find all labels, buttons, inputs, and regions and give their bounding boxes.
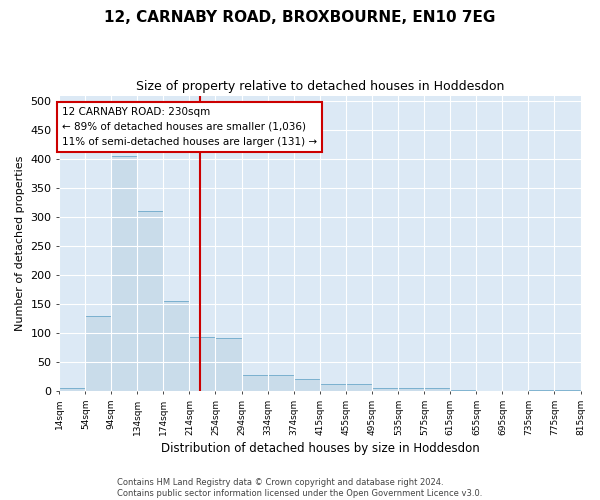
Bar	[242, 375, 268, 391]
Text: Contains HM Land Registry data © Crown copyright and database right 2024.
Contai: Contains HM Land Registry data © Crown c…	[118, 478, 482, 498]
Text: 12, CARNABY ROAD, BROXBOURNE, EN10 7EG: 12, CARNABY ROAD, BROXBOURNE, EN10 7EG	[104, 10, 496, 25]
Bar	[424, 388, 451, 391]
Bar	[215, 338, 242, 391]
Bar	[59, 388, 85, 391]
Bar	[320, 384, 346, 391]
Text: 12 CARNABY ROAD: 230sqm
← 89% of detached houses are smaller (1,036)
11% of semi: 12 CARNABY ROAD: 230sqm ← 89% of detache…	[62, 107, 317, 146]
Bar	[398, 388, 424, 391]
Bar	[346, 384, 372, 391]
X-axis label: Distribution of detached houses by size in Hoddesdon: Distribution of detached houses by size …	[161, 442, 479, 455]
Bar	[293, 380, 320, 391]
Bar	[268, 375, 293, 391]
Y-axis label: Number of detached properties: Number of detached properties	[15, 156, 25, 331]
Bar	[85, 316, 112, 391]
Title: Size of property relative to detached houses in Hoddesdon: Size of property relative to detached ho…	[136, 80, 504, 93]
Bar	[451, 390, 476, 391]
Bar	[190, 337, 215, 391]
Bar	[137, 212, 163, 391]
Bar	[112, 156, 137, 391]
Bar	[529, 390, 554, 391]
Bar	[554, 390, 580, 391]
Bar	[372, 388, 398, 391]
Bar	[163, 301, 190, 391]
